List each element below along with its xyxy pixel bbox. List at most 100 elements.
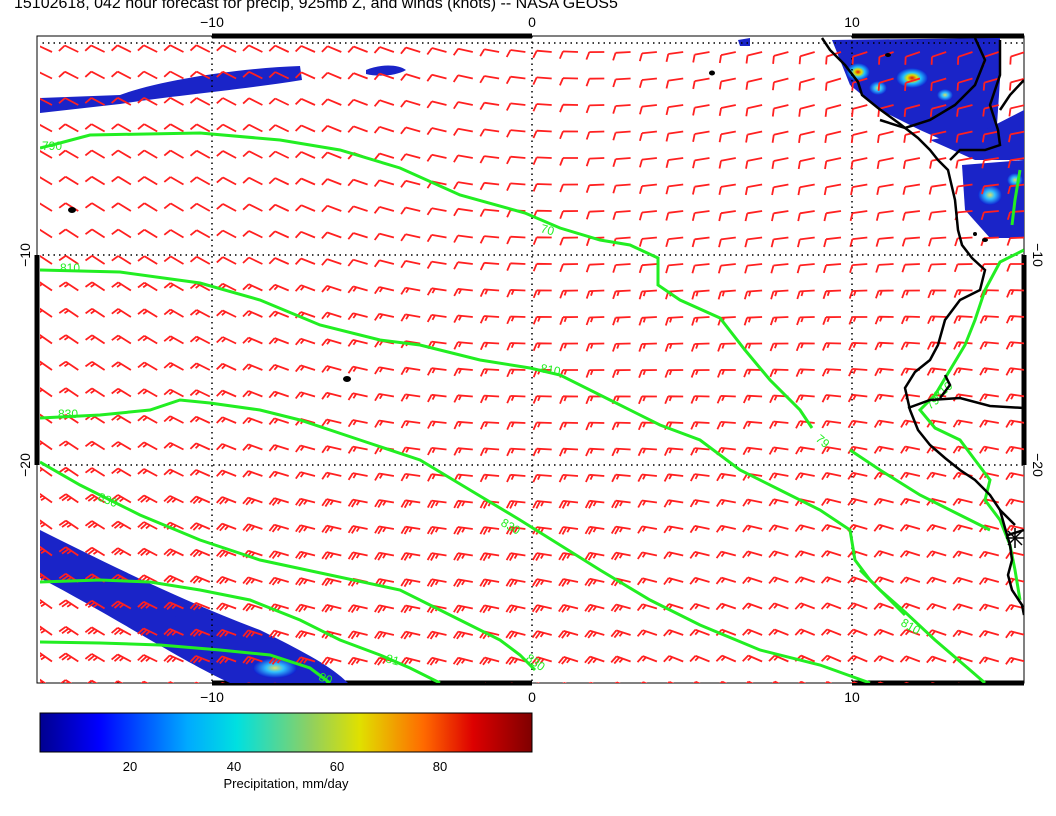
wind-barb: [953, 315, 973, 324]
wind-barb: [427, 447, 447, 456]
wind-barb: [40, 202, 53, 212]
wind-barb: [374, 366, 395, 375]
wind-barb: [111, 573, 132, 583]
wind-barb: [268, 203, 290, 212]
wind-barb: [347, 312, 368, 321]
colorbar-label: Precipitation, mm/day: [223, 776, 349, 791]
wind-barb: [242, 496, 263, 506]
wind-barb: [612, 183, 631, 194]
wind-barb: [952, 576, 973, 585]
wind-barb: [111, 547, 132, 557]
wind-barb: [610, 629, 631, 639]
wind-barb: [877, 77, 894, 91]
wind-barb: [505, 578, 526, 588]
wind-barb: [163, 282, 184, 292]
wind-barb: [585, 77, 605, 87]
wind-barb: [400, 260, 421, 269]
colorbar-tick-label: 40: [227, 759, 241, 774]
wind-barb: [40, 334, 53, 345]
country-border: [949, 40, 1002, 161]
wind-barb: [665, 183, 684, 195]
wind-barb: [850, 183, 868, 196]
precip-patch-northeast-small: [738, 38, 750, 46]
wind-barb: [137, 228, 158, 239]
wind-barb: [84, 573, 106, 583]
wind-barb: [111, 228, 132, 239]
wind-barb: [216, 628, 237, 638]
wind-barb: [772, 51, 789, 64]
wind-barb: [321, 284, 342, 293]
wind-barb: [769, 316, 789, 326]
wind-barb: [189, 149, 211, 159]
wind-barb: [373, 125, 395, 134]
wind-barb: [479, 315, 500, 324]
wind-barb: [822, 342, 842, 351]
wind-barb: [742, 498, 763, 507]
wind-barb: [716, 472, 736, 482]
wind-barb: [163, 548, 184, 557]
wind-barb: [532, 156, 552, 166]
wind-barb: [824, 130, 842, 144]
wind-barb: [137, 44, 158, 53]
wind-barb: [347, 498, 368, 508]
wind-barb: [665, 130, 684, 142]
wind-barb: [479, 552, 500, 562]
wind-barb: [189, 176, 211, 186]
wind-barb: [612, 77, 631, 88]
wind-barb: [558, 447, 579, 457]
contour-label: 70: [539, 221, 556, 238]
wind-barb: [770, 236, 789, 248]
wind-barb: [900, 419, 921, 428]
wind-barb: [637, 499, 658, 508]
wind-barb: [926, 602, 947, 611]
wind-barb: [84, 653, 106, 663]
wind-barb: [216, 256, 237, 265]
wind-barb: [795, 368, 815, 377]
wind-barb: [268, 71, 290, 80]
wind-barb: [691, 263, 710, 274]
wind-barb: [40, 150, 53, 159]
wind-barb: [294, 151, 316, 159]
wind-barb: [794, 524, 815, 533]
wind-barb: [926, 576, 947, 585]
wind-barb: [823, 236, 842, 248]
wind-barb: [612, 51, 631, 61]
wind-barb: [559, 342, 579, 352]
wind-barb: [849, 236, 868, 248]
wind-barb: [820, 654, 842, 663]
wind-barb: [216, 575, 237, 585]
wind-barb: [744, 263, 763, 274]
wind-barb: [875, 289, 894, 299]
wind-barb: [163, 149, 184, 159]
wind-barb: [926, 655, 947, 664]
wind-barb: [268, 417, 289, 426]
wind-barb: [58, 123, 79, 133]
wind-barb: [691, 210, 710, 222]
wind-barb: [848, 342, 868, 351]
wind-barb: [506, 421, 526, 430]
wind-barb: [347, 205, 368, 213]
wind-barb: [770, 263, 789, 274]
wind-barb: [427, 420, 447, 429]
wind-barb: [374, 551, 395, 561]
wind-barb: [820, 576, 842, 584]
wind-barb: [505, 552, 526, 562]
wind-barb: [797, 236, 815, 248]
wind-barb: [874, 367, 894, 377]
wind-barb: [321, 151, 342, 159]
wind-barb: [426, 656, 447, 666]
wind-barb: [877, 130, 894, 144]
country-border: [879, 37, 987, 130]
wind-barb: [58, 44, 79, 53]
wind-barb: [1008, 130, 1024, 143]
wind-barb: [873, 628, 894, 637]
wind-barb: [84, 361, 106, 371]
wind-barb: [242, 336, 263, 345]
wind-barb: [400, 604, 421, 614]
wind-barb: [559, 421, 579, 431]
wind-barb: [955, 130, 973, 143]
wind-barb: [84, 281, 106, 292]
wind-barb: [903, 104, 921, 117]
wind-barb: [400, 552, 421, 561]
wind-barb: [137, 574, 158, 583]
